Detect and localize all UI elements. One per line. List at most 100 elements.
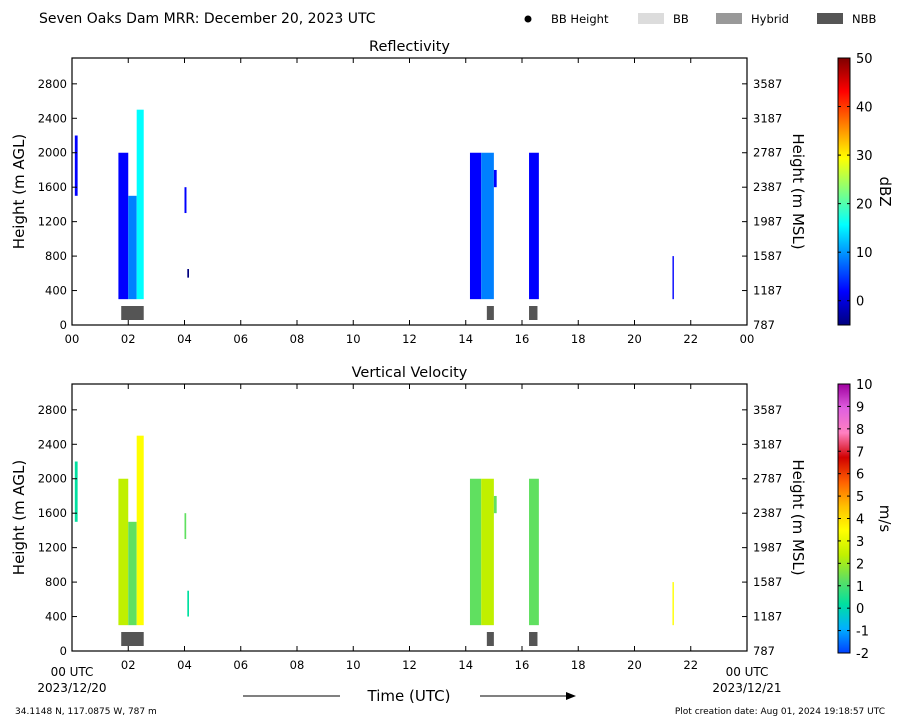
x-tick-label: 02: [121, 658, 136, 672]
bright-band-marker: [486, 632, 494, 646]
colorbar-tick-label: 10: [856, 378, 873, 393]
x-tick-label: 04: [177, 332, 192, 346]
colorbar-tick-label: 20: [856, 198, 873, 213]
colorbar-tick-label: -2: [856, 647, 869, 662]
colorbar-tick-label: 0: [856, 602, 864, 617]
echo-column: [187, 269, 189, 278]
bb-height-legend-label: BB Height: [551, 12, 609, 26]
nbb-legend-swatch: [817, 13, 843, 24]
bright-band-marker: [486, 306, 494, 320]
y2-tick-label: 3187: [753, 437, 782, 451]
y2-tick-label: 1187: [753, 610, 782, 624]
time-axis-footer: 00 UTC 2023/12/20 00 UTC 2023/12/21 Time…: [15, 665, 885, 717]
y-tick-label: 2400: [38, 437, 67, 451]
bright-band-legend: BB Height BB Hybrid NBB: [524, 12, 876, 26]
creation-date-label: Plot creation date: Aug 01, 2024 19:18:5…: [675, 707, 885, 717]
echo-column: [529, 478, 539, 626]
y2-tick-label: 787: [753, 318, 775, 332]
x-tick-label: 00: [65, 332, 80, 346]
bright-band-marker: [121, 306, 144, 320]
y2-tick-label: 3587: [753, 403, 782, 417]
colorbar-tick-label: 3: [856, 535, 864, 550]
echo-column: [529, 152, 539, 300]
y-axis-label: Height (m AGL): [10, 460, 28, 575]
hybrid-legend-label: Hybrid: [751, 12, 789, 26]
x-tick-label: 18: [571, 332, 586, 346]
y-tick-label: 2800: [38, 77, 67, 91]
x-tick-label: 12: [402, 658, 417, 672]
colorbar-tick-label: 50: [856, 52, 873, 67]
x-tick-label: 22: [683, 658, 698, 672]
x-tick-label: 16: [515, 332, 530, 346]
y-tick-label: 1600: [38, 506, 67, 520]
echo-column: [136, 109, 144, 300]
y-tick-label: 0: [60, 644, 67, 658]
y-tick-label: 2000: [38, 472, 67, 486]
bright-band-marker: [529, 306, 538, 320]
echo-column: [136, 435, 144, 626]
nbb-legend-label: NBB: [852, 12, 876, 26]
x-tick-label: 20: [627, 658, 642, 672]
x-tick-label: 18: [571, 658, 586, 672]
echo-column: [469, 478, 482, 626]
colorbar-label: dBZ: [876, 176, 894, 206]
figure-title: Seven Oaks Dam MRR: December 20, 2023 UT…: [39, 11, 376, 27]
y-tick-label: 1600: [38, 180, 67, 194]
echo-column: [481, 478, 494, 626]
colorbar-tick-label: -1: [856, 625, 869, 640]
x-tick-label: 22: [683, 332, 698, 346]
y2-tick-label: 2787: [753, 472, 782, 486]
echo-column: [184, 187, 187, 214]
y-tick-label: 800: [45, 249, 67, 263]
y-tick-label: 400: [45, 610, 67, 624]
y-axis-label: Height (m AGL): [10, 134, 28, 249]
colorbar-tick-label: 7: [856, 445, 864, 460]
y-tick-label: 2000: [38, 146, 67, 160]
x-tick-label: 10: [346, 658, 361, 672]
echo-column: [118, 478, 129, 626]
start-tick-label: 00 UTC: [51, 665, 94, 679]
y2-tick-label: 787: [753, 644, 775, 658]
echo-column: [672, 256, 674, 300]
x-axis-label: Time (UTC): [367, 687, 451, 705]
end-tick-label: 00 UTC: [726, 665, 769, 679]
echo-column: [128, 195, 137, 300]
echo-column: [672, 582, 674, 626]
panel-title: Reflectivity: [369, 39, 450, 55]
y2-tick-label: 1587: [753, 575, 782, 589]
echo-column: [128, 521, 137, 626]
y2-tick-label: 1187: [753, 284, 782, 298]
y2-tick-label: 1987: [753, 215, 782, 229]
bright-band-marker: [529, 632, 538, 646]
y-tick-label: 0: [60, 318, 67, 332]
colorbar-tick-label: 30: [856, 149, 873, 164]
plot-area: [72, 384, 747, 651]
echo-column: [184, 513, 187, 540]
colorbar-tick-label: 10: [856, 246, 873, 261]
x-tick-label: 20: [627, 332, 642, 346]
echo-column: [74, 461, 78, 522]
x-tick-label: 04: [177, 658, 192, 672]
y-tick-label: 2400: [38, 111, 67, 125]
colorbar-label: m/s: [876, 505, 894, 533]
y2-tick-label: 2387: [753, 506, 782, 520]
y2-axis-label: Height (m MSL): [789, 459, 807, 575]
hybrid-legend-swatch: [716, 13, 742, 24]
x-tick-label: 12: [402, 332, 417, 346]
y-tick-label: 2800: [38, 403, 67, 417]
x-tick-label: 10: [346, 332, 361, 346]
colorbar-tick-label: 1: [856, 580, 864, 595]
y2-tick-label: 3587: [753, 77, 782, 91]
y2-axis-label: Height (m MSL): [789, 133, 807, 249]
x-tick-label: 06: [233, 332, 248, 346]
echo-column: [493, 169, 497, 188]
time-arrow-head: [566, 692, 576, 700]
bb-legend-swatch: [638, 13, 664, 24]
y2-tick-label: 1987: [753, 541, 782, 555]
colorbar-tick-label: 0: [856, 295, 864, 310]
x-tick-label: 14: [458, 332, 473, 346]
y2-tick-label: 3187: [753, 111, 782, 125]
echo-column: [493, 495, 497, 514]
